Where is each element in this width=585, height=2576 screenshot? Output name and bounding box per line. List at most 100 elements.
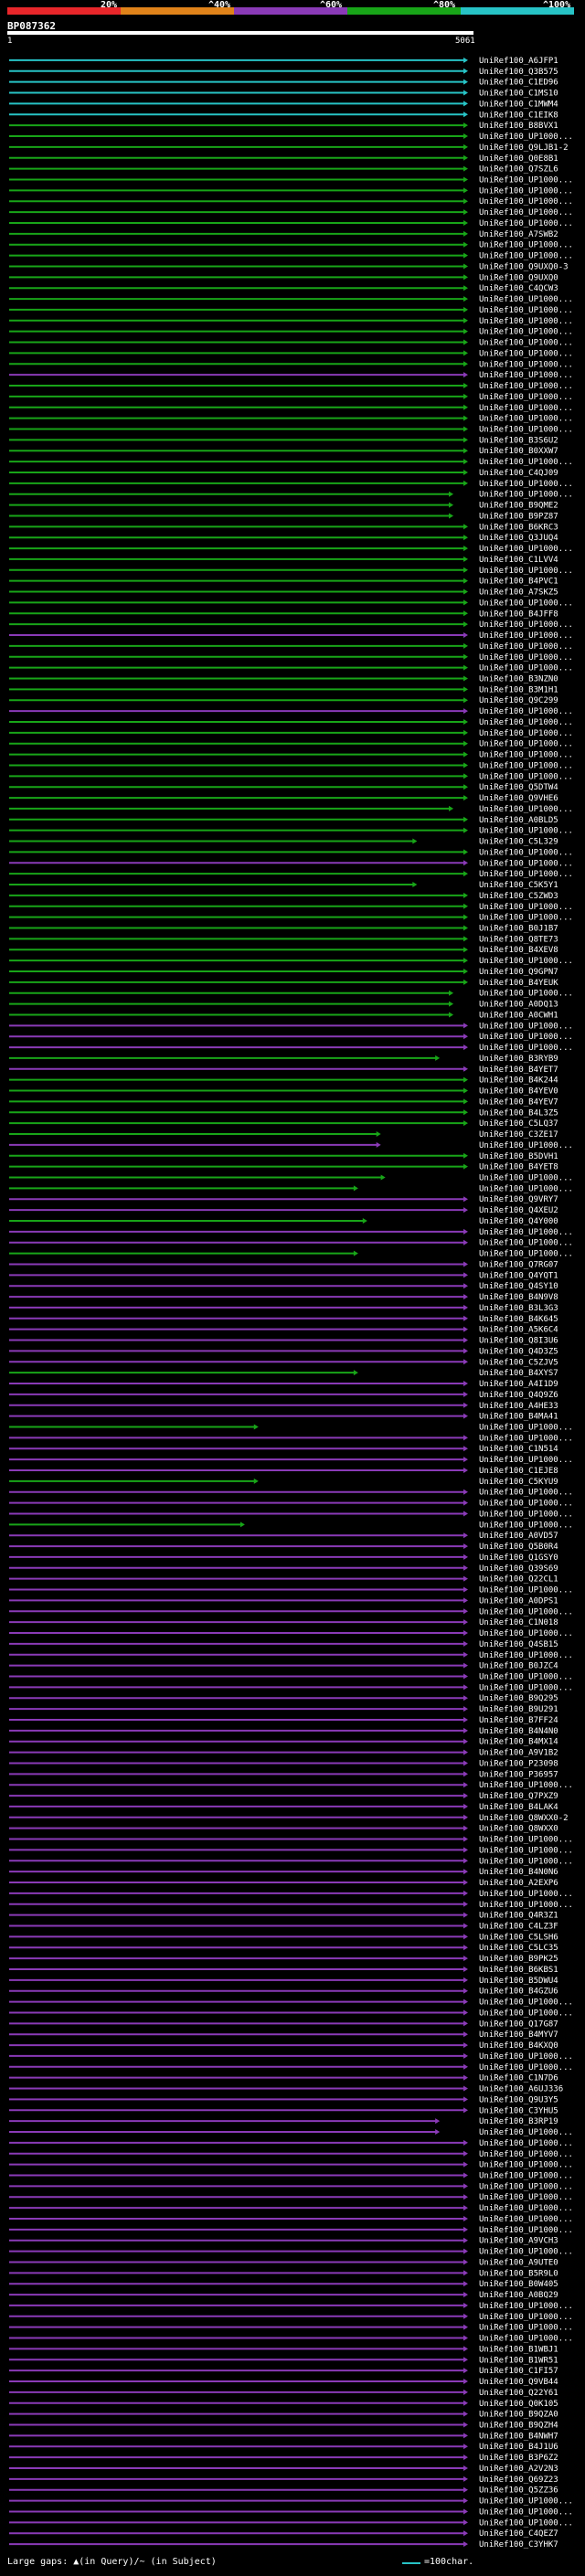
hit-label[interactable]: UniRef100_C1ED96: [479, 79, 558, 88]
hit-label[interactable]: UniRef100_A4I1D9: [479, 1380, 558, 1389]
hit-label[interactable]: UniRef100_UP1000...: [479, 2128, 573, 2137]
hit-label[interactable]: UniRef100_UP1000...: [479, 371, 573, 380]
hit-label[interactable]: UniRef100_A2V2N3: [479, 2465, 558, 2474]
hit-label[interactable]: UniRef100_B3S6U2: [479, 436, 558, 445]
hit-label[interactable]: UniRef100_UP1000...: [479, 1250, 573, 1259]
hit-label[interactable]: UniRef100_Q3JUQ4: [479, 534, 558, 543]
hit-label[interactable]: UniRef100_UP1000...: [479, 1629, 573, 1638]
hit-label[interactable]: UniRef100_Q17G87: [479, 2019, 558, 2029]
hit-label[interactable]: UniRef100_B4MYV7: [479, 2030, 558, 2040]
hit-label[interactable]: UniRef100_UP1000...: [479, 1456, 573, 1465]
hit-label[interactable]: UniRef100_UP1000...: [479, 827, 573, 836]
hit-label[interactable]: UniRef100_C3ZE17: [479, 1130, 558, 1140]
hit-label[interactable]: UniRef100_Q4YQT1: [479, 1271, 558, 1280]
hit-label[interactable]: UniRef100_UP1000...: [479, 2335, 573, 2344]
hit-label[interactable]: UniRef100_UP1000...: [479, 219, 573, 228]
hit-label[interactable]: UniRef100_B3P6Z2: [479, 2454, 558, 2463]
hit-label[interactable]: UniRef100_B9PZ87: [479, 512, 558, 521]
hit-label[interactable]: UniRef100_UP1000...: [479, 751, 573, 760]
hit-label[interactable]: UniRef100_A9UTE0: [479, 2258, 558, 2267]
hit-label[interactable]: UniRef100_B4L3Z5: [479, 1108, 558, 1118]
hit-label[interactable]: UniRef100_B4J1U6: [479, 2443, 558, 2452]
hit-label[interactable]: UniRef100_UP1000...: [479, 1434, 573, 1443]
hit-label[interactable]: UniRef100_UP1000...: [479, 1510, 573, 1519]
hit-label[interactable]: UniRef100_B0W405: [479, 2280, 558, 2289]
hit-label[interactable]: UniRef100_Q8TE73: [479, 935, 558, 944]
hit-label[interactable]: UniRef100_B6KRC3: [479, 523, 558, 532]
hit-label[interactable]: UniRef100_B4NWH7: [479, 2432, 558, 2441]
hit-label[interactable]: UniRef100_Q4Y000: [479, 1217, 558, 1226]
hit-label[interactable]: UniRef100_Q69Z23: [479, 2475, 558, 2485]
hit-label[interactable]: UniRef100_B9U291: [479, 1705, 558, 1714]
hit-label[interactable]: UniRef100_UP1000...: [479, 2193, 573, 2202]
hit-label[interactable]: UniRef100_UP1000...: [479, 197, 573, 207]
hit-label[interactable]: UniRef100_UP1000...: [479, 772, 573, 781]
hit-label[interactable]: UniRef100_C1N018: [479, 1618, 558, 1627]
hit-label[interactable]: UniRef100_UP1000...: [479, 2324, 573, 2333]
hit-label[interactable]: UniRef100_P23098: [479, 1759, 558, 1768]
hit-label[interactable]: UniRef100_B4XEV8: [479, 946, 558, 955]
hit-label[interactable]: UniRef100_Q4SB15: [479, 1640, 558, 1649]
hit-label[interactable]: UniRef100_UP1000...: [479, 2313, 573, 2322]
hit-label[interactable]: UniRef100_UP1000...: [479, 382, 573, 391]
hit-label[interactable]: UniRef100_UP1000...: [479, 1836, 573, 1845]
hit-label[interactable]: UniRef100_UP1000...: [479, 2172, 573, 2181]
hit-label[interactable]: UniRef100_UP1000...: [479, 241, 573, 250]
hit-label[interactable]: UniRef100_UP1000...: [479, 133, 573, 142]
hit-label[interactable]: UniRef100_B4LAK4: [479, 1803, 558, 1812]
hit-label[interactable]: UniRef100_Q1GSY0: [479, 1553, 558, 1563]
hit-label[interactable]: UniRef100_C5LC35: [479, 1944, 558, 1953]
hit-label[interactable]: UniRef100_A0BQ29: [479, 2291, 558, 2300]
hit-label[interactable]: UniRef100_UP1000...: [479, 1184, 573, 1193]
hit-label[interactable]: UniRef100_Q9VRY7: [479, 1195, 558, 1204]
hit-label[interactable]: UniRef100_Q8WXX0: [479, 1825, 558, 1834]
hit-label[interactable]: UniRef100_A5K6C4: [479, 1326, 558, 1335]
hit-label[interactable]: UniRef100_UP1000...: [479, 1424, 573, 1433]
hit-label[interactable]: UniRef100_Q0E8B1: [479, 154, 558, 164]
hit-label[interactable]: UniRef100_UP1000...: [479, 1489, 573, 1498]
hit-label[interactable]: UniRef100_Q4D3Z5: [479, 1347, 558, 1356]
hit-label[interactable]: UniRef100_UP1000...: [479, 1239, 573, 1248]
hit-label[interactable]: UniRef100_UP1000...: [479, 360, 573, 369]
hit-label[interactable]: UniRef100_Q4SY10: [479, 1282, 558, 1291]
hit-label[interactable]: UniRef100_A7SKZ5: [479, 588, 558, 598]
hit-label[interactable]: UniRef100_B0J1B7: [479, 925, 558, 934]
hit-label[interactable]: UniRef100_UP1000...: [479, 718, 573, 727]
hit-label[interactable]: UniRef100_A4HE33: [479, 1402, 558, 1411]
hit-label[interactable]: UniRef100_B4YEV0: [479, 1087, 558, 1097]
hit-label[interactable]: UniRef100_Q0K105: [479, 2400, 558, 2409]
hit-label[interactable]: UniRef100_B4K244: [479, 1076, 558, 1086]
hit-label[interactable]: UniRef100_UP1000...: [479, 957, 573, 966]
hit-label[interactable]: UniRef100_UP1000...: [479, 491, 573, 500]
hit-label[interactable]: UniRef100_A0DQ13: [479, 1001, 558, 1010]
hit-label[interactable]: UniRef100_A9VCH3: [479, 2237, 558, 2246]
hit-label[interactable]: UniRef100_UP1000...: [479, 1174, 573, 1183]
hit-label[interactable]: UniRef100_UP1000...: [479, 642, 573, 652]
hit-label[interactable]: UniRef100_Q5ZZ36: [479, 2486, 558, 2496]
hit-label[interactable]: UniRef100_B4JFF8: [479, 610, 558, 619]
hit-label[interactable]: UniRef100_UP1000...: [479, 2052, 573, 2062]
hit-label[interactable]: UniRef100_UP1000...: [479, 2248, 573, 2257]
hit-label[interactable]: UniRef100_UP1000...: [479, 2497, 573, 2507]
hit-label[interactable]: UniRef100_B4N0N6: [479, 1868, 558, 1877]
hit-label[interactable]: UniRef100_UP1000...: [479, 415, 573, 424]
hit-label[interactable]: UniRef100_UP1000...: [479, 252, 573, 261]
hit-label[interactable]: UniRef100_Q9LJB1-2: [479, 143, 569, 153]
hit-label[interactable]: UniRef100_B4KXQ0: [479, 2041, 558, 2051]
hit-label[interactable]: UniRef100_UP1000...: [479, 620, 573, 630]
hit-label[interactable]: UniRef100_B0JZC4: [479, 1662, 558, 1671]
hit-label[interactable]: UniRef100_C5K5Y1: [479, 881, 558, 890]
hit-label[interactable]: UniRef100_UP1000...: [479, 1857, 573, 1866]
hit-label[interactable]: UniRef100_UP1000...: [479, 761, 573, 770]
hit-label[interactable]: UniRef100_UP1000...: [479, 328, 573, 337]
hit-label[interactable]: UniRef100_B5DVH1: [479, 1152, 558, 1161]
hit-label[interactable]: UniRef100_UP1000...: [479, 393, 573, 402]
hit-label[interactable]: UniRef100_B4YEV7: [479, 1097, 558, 1107]
hit-label[interactable]: UniRef100_UP1000...: [479, 208, 573, 217]
hit-label[interactable]: UniRef100_UP1000...: [479, 2507, 573, 2517]
hit-label[interactable]: UniRef100_UP1000...: [479, 458, 573, 467]
hit-label[interactable]: UniRef100_C1EJE8: [479, 1467, 558, 1476]
hit-label[interactable]: UniRef100_B3NZN0: [479, 675, 558, 684]
hit-label[interactable]: UniRef100_UP1000...: [479, 1781, 573, 1790]
hit-label[interactable]: UniRef100_Q9UXQ0: [479, 273, 558, 282]
